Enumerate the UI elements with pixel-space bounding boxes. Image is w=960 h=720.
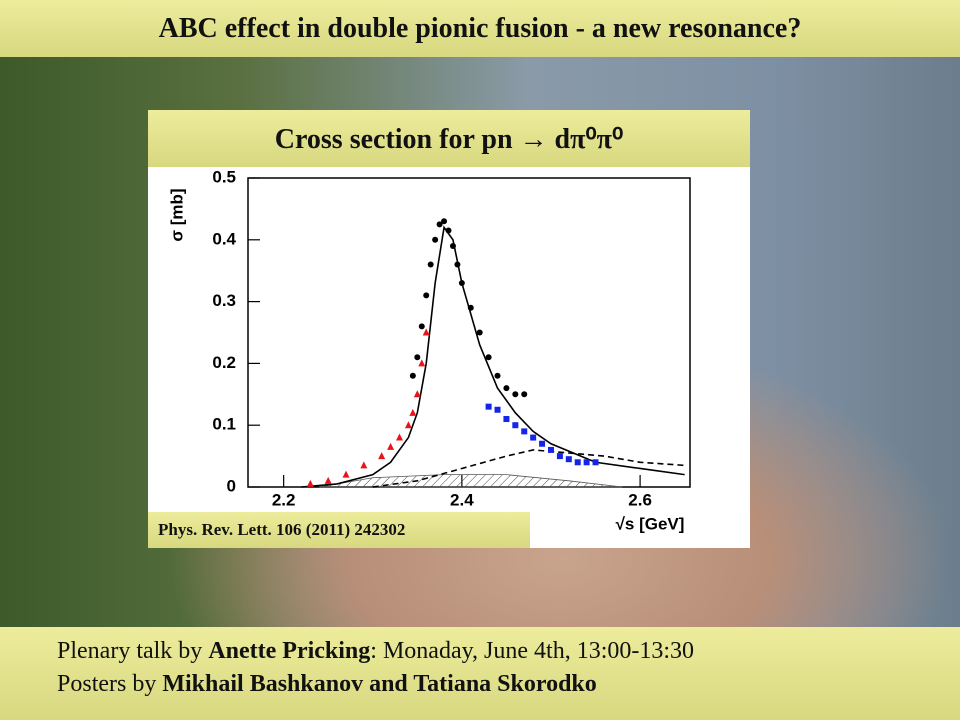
data-point <box>574 459 581 466</box>
data-point <box>427 261 434 268</box>
data-point <box>521 428 528 435</box>
y-tick-label: 0.3 <box>212 291 236 310</box>
x-axis-label: √s [GeV] <box>616 514 685 533</box>
data-point <box>454 261 461 268</box>
data-point <box>485 354 492 361</box>
data-point <box>445 227 452 234</box>
chart-title: Cross section for pn → dπ⁰π⁰ <box>148 110 750 167</box>
data-point <box>547 446 554 453</box>
x-tick-label: 2.4 <box>450 490 474 509</box>
data-point <box>413 390 421 398</box>
data-point <box>436 221 443 228</box>
data-point <box>476 329 483 336</box>
y-tick-label: 0.5 <box>212 167 236 186</box>
text: Plenary talk by <box>57 638 209 664</box>
x-tick-label: 2.6 <box>628 490 652 509</box>
data-point <box>360 461 368 469</box>
data-point <box>565 456 572 463</box>
data-point <box>512 391 519 398</box>
footer: Plenary talk by Anette Pricking: Monaday… <box>0 627 960 720</box>
data-point <box>521 391 528 398</box>
y-tick-label: 0.2 <box>212 353 236 372</box>
chart: σ [mb] √s [GeV] 0 0.1 0.2 0.3 0.4 0.5 2.2 2.4 2.… <box>148 167 750 548</box>
data-point <box>441 218 448 225</box>
citation: Phys. Rev. Lett. 106 (2011) 242302 <box>148 512 530 548</box>
data-point <box>418 323 425 330</box>
speaker: Mikhail Bashkanov and Tatiana Skorodko <box>162 671 597 697</box>
data-point <box>404 421 412 429</box>
data-point <box>556 453 563 460</box>
plot-frame <box>247 177 691 488</box>
y-axis-label: σ [mb] <box>167 188 186 241</box>
data-point <box>378 452 386 460</box>
data-point <box>432 236 439 243</box>
y-tick-label: 0.4 <box>212 229 236 248</box>
data-point <box>458 280 465 287</box>
curve <box>301 225 685 488</box>
data-point <box>418 359 426 367</box>
data-point <box>395 433 403 441</box>
data-point <box>494 406 501 413</box>
data-point <box>342 470 350 478</box>
footer-line: Plenary talk by Anette Pricking: Monaday… <box>57 635 960 668</box>
data-point <box>324 476 332 484</box>
data-point <box>539 440 546 447</box>
speaker: Anette Pricking <box>208 638 371 664</box>
footer-line: Posters by Mikhail Bashkanov and Tatiana… <box>57 668 960 701</box>
data-point <box>409 408 417 416</box>
x-tick-label: 2.2 <box>272 490 296 509</box>
data-point <box>467 304 474 311</box>
data-point <box>409 372 416 379</box>
data-point <box>449 242 456 249</box>
slide-title: ABC effect in double pionic fusion - a n… <box>0 0 960 57</box>
data-point <box>422 328 430 336</box>
data-point <box>485 403 492 410</box>
y-tick-label: 0.1 <box>212 415 236 434</box>
data-point <box>512 422 519 429</box>
data-point <box>387 442 395 450</box>
curve <box>372 449 685 488</box>
text: Posters by <box>57 671 163 697</box>
data-point <box>503 385 510 392</box>
data-point <box>592 459 599 466</box>
data-point <box>583 459 590 466</box>
text: : Monaday, June 4th, 13:00-13:30 <box>370 638 695 664</box>
data-point <box>414 354 421 361</box>
data-point <box>494 372 501 379</box>
data-point <box>423 292 430 299</box>
data-point <box>530 434 537 441</box>
data-point <box>306 479 314 487</box>
data-point <box>503 416 510 423</box>
y-tick-label: 0 <box>227 476 236 495</box>
